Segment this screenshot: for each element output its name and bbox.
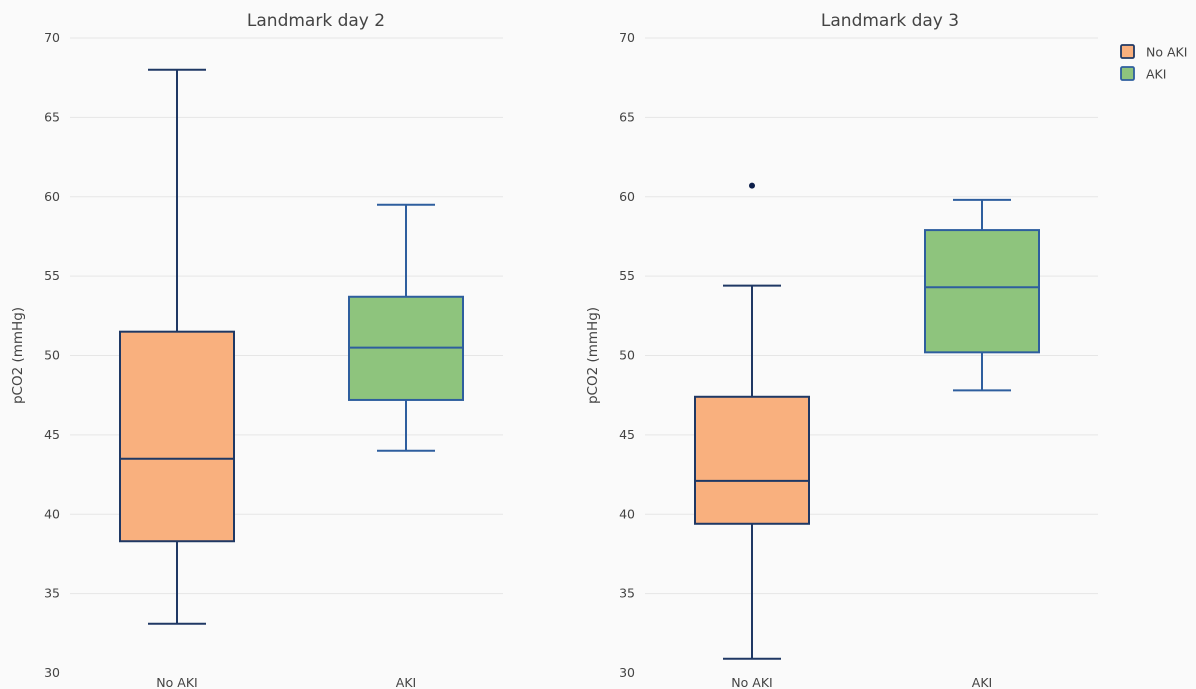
y-tick-label: 35 <box>619 586 635 601</box>
x-tick-label: No AKI <box>731 675 772 689</box>
y-tick-label: 70 <box>44 30 60 45</box>
chart-panels: Landmark day 2 30 35 40 45 50 55 60 65 70 pCO2 (mm… <box>10 11 1098 689</box>
legend-label: No AKI <box>1146 45 1187 60</box>
legend-swatch <box>1120 66 1135 81</box>
chart-panel-1: Landmark day 2 30 35 40 45 50 55 60 65 70 pCO2 (mm… <box>10 11 503 689</box>
box-aki <box>348 203 464 452</box>
x-tick-label: AKI <box>972 675 992 689</box>
y-tick-label: 65 <box>44 109 60 124</box>
chart-title: Landmark day 3 <box>821 11 959 31</box>
y-tick-label: 40 <box>44 506 60 521</box>
legend-label: AKI <box>1146 67 1166 82</box>
y-tick-label: 55 <box>44 268 60 283</box>
box-aki <box>924 198 1040 392</box>
y-axis-title: pCO2 (mmHg) <box>585 307 601 404</box>
y-tick-label: 50 <box>619 348 635 363</box>
y-tick-label: 60 <box>619 189 635 204</box>
y-tick-label: 45 <box>44 427 60 442</box>
y-tick-label: 30 <box>44 665 60 680</box>
box-no-aki <box>119 68 235 625</box>
iqr-box <box>694 395 810 525</box>
y-tick-label: 40 <box>619 506 635 521</box>
chart-title: Landmark day 2 <box>247 11 385 31</box>
outlier-point <box>749 182 755 189</box>
iqr-box <box>924 229 1040 354</box>
y-tick-label: 30 <box>619 665 635 680</box>
legend-item-no-aki: No AKI <box>1120 44 1187 60</box>
y-tick-label: 50 <box>44 348 60 363</box>
y-axis-title: pCO2 (mmHg) <box>10 307 26 404</box>
x-tick-label: AKI <box>396 675 416 689</box>
chart-panel-2: Landmark day 3 30 35 40 45 50 55 60 65 70 pCO2 (mm… <box>585 11 1098 689</box>
legend-swatch <box>1120 44 1135 59</box>
legend-item-aki: AKI <box>1120 66 1166 82</box>
iqr-box <box>119 330 235 543</box>
y-tick-label: 70 <box>619 30 635 45</box>
y-tick-label: 60 <box>44 189 60 204</box>
y-tick-label: 55 <box>619 268 635 283</box>
y-tick-label: 45 <box>619 427 635 442</box>
y-tick-label: 35 <box>44 586 60 601</box>
legend: No AKI AKI <box>1120 44 1187 82</box>
x-tick-label: No AKI <box>156 675 197 689</box>
box-no-aki <box>694 182 810 660</box>
y-tick-label: 65 <box>619 109 635 124</box>
